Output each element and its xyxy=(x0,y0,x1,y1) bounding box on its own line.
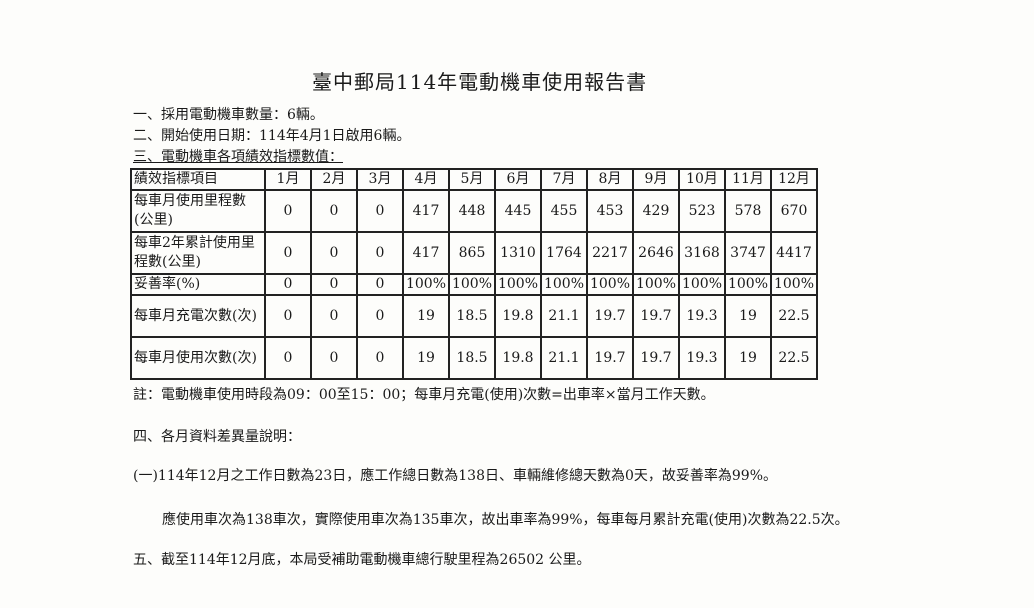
table-cell: 0 xyxy=(310,336,358,380)
table-cell: 0 xyxy=(356,189,404,233)
table-cell: 0 xyxy=(356,231,404,275)
table-row: 妥善率(%) 0 0 0 100% 100% 100% 100% 100% 100% 100% 100… xyxy=(130,273,818,296)
table-cell: 2217 xyxy=(586,231,634,275)
row-label: 每車月充電次數(次) xyxy=(130,294,266,338)
header-month: 9月 xyxy=(632,168,680,191)
table-cell: 100% xyxy=(678,273,726,296)
section-4: 四、各月資料差異量說明： xyxy=(133,429,301,445)
performance-table: 績效指標項目 1月 2月 3月 4月 5月 6月 7月 8月 9月 10月 11月 12月 每車月使用里程… xyxy=(130,168,818,380)
table-cell: 19 xyxy=(402,336,450,380)
table-cell: 0 xyxy=(310,231,358,275)
header-month: 12月 xyxy=(770,168,818,191)
table-cell: 19 xyxy=(724,294,772,338)
table-cell: 100% xyxy=(402,273,450,296)
section-1: 一、採用電動機車數量：6輛。 xyxy=(133,107,324,123)
section-4-item-1-cont: 應使用車次為138車次，實際使用車次為135車次，故出車率為99%，每車每月累計… xyxy=(162,512,849,528)
page-title: 臺中郵局114年電動機車使用報告書 xyxy=(312,70,648,94)
table-cell: 19.7 xyxy=(586,336,634,380)
table-cell: 19.3 xyxy=(678,294,726,338)
table-cell: 18.5 xyxy=(448,336,496,380)
table-cell: 100% xyxy=(632,273,680,296)
table-cell: 865 xyxy=(448,231,496,275)
table-cell: 0 xyxy=(264,231,312,275)
header-month: 8月 xyxy=(586,168,634,191)
section-2: 二、開始使用日期：114年4月1日啟用6輛。 xyxy=(133,128,411,144)
table-header-row: 績效指標項目 1月 2月 3月 4月 5月 6月 7月 8月 9月 10月 11月 12月 xyxy=(130,168,818,191)
header-month: 11月 xyxy=(724,168,772,191)
table-row: 每車2年累計使用里程數(公里) 0 0 0 417 865 1310 1764 2217 2646… xyxy=(130,231,818,275)
table-cell: 523 xyxy=(678,189,726,233)
table-cell: 1310 xyxy=(494,231,542,275)
table-cell: 0 xyxy=(310,189,358,233)
header-month: 6月 xyxy=(494,168,542,191)
header-month: 7月 xyxy=(540,168,588,191)
header-month: 5月 xyxy=(448,168,496,191)
table-cell: 100% xyxy=(448,273,496,296)
table-cell: 19.7 xyxy=(632,294,680,338)
header-month: 4月 xyxy=(402,168,450,191)
table-cell: 417 xyxy=(402,189,450,233)
table-cell: 0 xyxy=(356,336,404,380)
table-cell: 100% xyxy=(770,273,818,296)
table-cell: 18.5 xyxy=(448,294,496,338)
table-cell: 22.5 xyxy=(770,336,818,380)
table-cell: 0 xyxy=(264,336,312,380)
section-5: 五、截至114年12月底，本局受補助電動機車總行駛里程為26502 公里。 xyxy=(133,552,591,568)
table-cell: 22.5 xyxy=(770,294,818,338)
header-month: 3月 xyxy=(356,168,404,191)
table-cell: 21.1 xyxy=(540,294,588,338)
table-cell: 19.8 xyxy=(494,294,542,338)
table-cell: 0 xyxy=(310,273,358,296)
table-cell: 1764 xyxy=(540,231,588,275)
table-cell: 578 xyxy=(724,189,772,233)
table-cell: 453 xyxy=(586,189,634,233)
table-cell: 19.3 xyxy=(678,336,726,380)
header-month: 2月 xyxy=(310,168,358,191)
header-month: 10月 xyxy=(678,168,726,191)
table-cell: 100% xyxy=(494,273,542,296)
section-4-item-1: (一)114年12月之工作日數為23日，應工作總日數為138日、車輛維修總天數為… xyxy=(133,468,778,484)
table-cell: 670 xyxy=(770,189,818,233)
row-label: 每車2年累計使用里程數(公里) xyxy=(130,231,266,275)
header-month: 1月 xyxy=(264,168,312,191)
table-cell: 448 xyxy=(448,189,496,233)
table-cell: 100% xyxy=(540,273,588,296)
table-cell: 0 xyxy=(310,294,358,338)
table-cell: 4417 xyxy=(770,231,818,275)
row-label: 每車月使用里程數(公里) xyxy=(130,189,266,233)
table-cell: 21.1 xyxy=(540,336,588,380)
table-cell: 0 xyxy=(264,294,312,338)
table-cell: 445 xyxy=(494,189,542,233)
table-cell: 3747 xyxy=(724,231,772,275)
table-cell: 100% xyxy=(724,273,772,296)
table-cell: 0 xyxy=(356,273,404,296)
table-row: 每車月充電次數(次) 0 0 0 19 18.5 19.8 21.1 19.7 19.7 19.3 1… xyxy=(130,294,818,338)
header-label: 績效指標項目 xyxy=(130,168,266,191)
section-3: 三、電動機車各項績效指標數值： xyxy=(133,149,343,165)
table-cell: 0 xyxy=(264,189,312,233)
table-cell: 19 xyxy=(402,294,450,338)
table-cell: 19 xyxy=(724,336,772,380)
table-cell: 100% xyxy=(586,273,634,296)
table-cell: 3168 xyxy=(678,231,726,275)
table-cell: 19.8 xyxy=(494,336,542,380)
row-label: 妥善率(%) xyxy=(130,273,266,296)
table-cell: 455 xyxy=(540,189,588,233)
table-row: 每車月使用里程數(公里) 0 0 0 417 448 445 455 453 429 523 578 6… xyxy=(130,189,818,233)
row-label: 每車月使用次數(次) xyxy=(130,336,266,380)
table-cell: 19.7 xyxy=(586,294,634,338)
table-row: 每車月使用次數(次) 0 0 0 19 18.5 19.8 21.1 19.7 19.7 19.3 1… xyxy=(130,336,818,380)
table-note: 註：電動機車使用時段為09：00至15：00；每車月充電(使用)次數=出車率×當… xyxy=(133,387,715,403)
table-cell: 0 xyxy=(356,294,404,338)
table-cell: 429 xyxy=(632,189,680,233)
table-cell: 417 xyxy=(402,231,450,275)
table-cell: 19.7 xyxy=(632,336,680,380)
table-cell: 2646 xyxy=(632,231,680,275)
table-cell: 0 xyxy=(264,273,312,296)
